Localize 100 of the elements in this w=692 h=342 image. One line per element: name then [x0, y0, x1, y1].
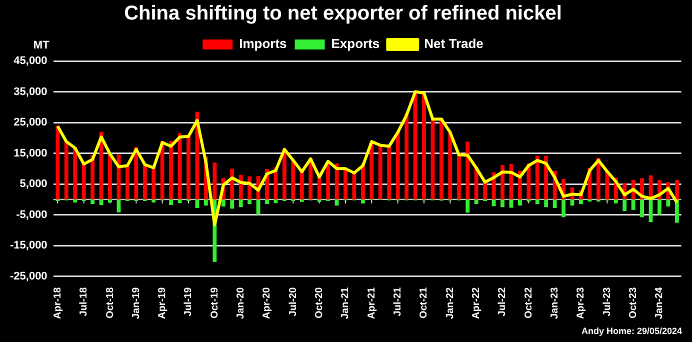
- legend-label: Net Trade: [424, 36, 484, 52]
- bar: [300, 171, 304, 200]
- bar: [56, 126, 60, 200]
- bar: [396, 132, 400, 200]
- bar: [116, 199, 121, 212]
- bar: [230, 199, 234, 209]
- bar: [344, 168, 348, 200]
- bar: [544, 199, 548, 208]
- y-tick-label: -15,000: [10, 240, 48, 252]
- y-tick-label: 35,000: [14, 86, 48, 98]
- bar: [422, 92, 426, 200]
- bar: [265, 199, 269, 204]
- x-tick-label: Oct-22: [523, 286, 534, 318]
- bar: [152, 199, 156, 202]
- bar: [125, 166, 130, 200]
- bar: [360, 199, 365, 204]
- x-tick-label: Apr-19: [157, 286, 168, 320]
- bar: [544, 156, 548, 200]
- y-tick-label: -25,000: [10, 270, 48, 282]
- bar: [238, 199, 243, 208]
- bar: [221, 199, 226, 206]
- bar: [466, 142, 470, 200]
- bar: [378, 144, 382, 200]
- x-tick-label: Jan-23: [550, 286, 561, 320]
- bar: [605, 170, 610, 200]
- legend-label: Imports: [239, 36, 287, 52]
- chart-title: China shifting to net exporter of refined nickel: [124, 2, 562, 25]
- bar: [674, 180, 679, 200]
- bar: [64, 140, 68, 200]
- x-tick-label: Oct-20: [314, 286, 326, 318]
- y-axis-title: MT: [33, 40, 50, 52]
- bar: [212, 162, 217, 200]
- x-tick-label: Jan-19: [130, 286, 142, 320]
- bar: [142, 164, 147, 200]
- bar: [535, 199, 540, 204]
- bar: [588, 199, 592, 202]
- x-tick-label: Jul-18: [78, 286, 90, 316]
- x-tick-label: Jul-22: [497, 286, 508, 316]
- x-tick-label: Apr-21: [366, 286, 378, 320]
- bar: [500, 199, 504, 208]
- x-tick-label: Oct-18: [104, 286, 116, 318]
- x-tick-label: Apr-18: [52, 286, 64, 320]
- y-tick-label: -5,000: [16, 208, 48, 221]
- bar: [579, 199, 583, 204]
- x-tick-label: Jul-21: [392, 286, 404, 316]
- bar: [169, 140, 174, 200]
- text: Andy Home: 29/05/2024: [581, 326, 682, 336]
- bar: [73, 199, 78, 202]
- x-tick-label: Jan-22: [444, 286, 456, 320]
- bar: [317, 176, 322, 200]
- bar: [674, 199, 679, 223]
- bar: [73, 147, 78, 200]
- x-tick-label: Apr-20: [262, 286, 273, 320]
- bar: [622, 199, 627, 212]
- bar: [526, 199, 531, 202]
- bar: [552, 199, 557, 208]
- bar: [474, 199, 478, 204]
- y-tick-label: 5,000: [20, 178, 48, 190]
- bar: [108, 153, 112, 200]
- bar: [658, 199, 662, 214]
- bar: [448, 132, 452, 200]
- bar: [160, 140, 164, 200]
- x-tick-label: Oct-23: [628, 286, 640, 318]
- bar: [404, 113, 409, 200]
- bar: [387, 146, 392, 200]
- bar: [82, 162, 86, 200]
- bar: [152, 166, 156, 200]
- x-tick-label: Jul-19: [183, 286, 194, 316]
- bar: [456, 152, 461, 200]
- x-tick-label: Apr-22: [471, 286, 482, 320]
- bar: [108, 199, 112, 202]
- bar: [640, 199, 644, 218]
- y-tick-label: 15,000: [14, 147, 48, 160]
- x-tick-label: Oct-21: [418, 286, 430, 318]
- legend-label: Exports: [331, 36, 380, 52]
- bar: [666, 199, 670, 206]
- x-tick-label: Jul-23: [602, 286, 613, 316]
- x-tick-label: Oct-19: [209, 286, 220, 318]
- bar: [248, 199, 252, 204]
- bar: [518, 199, 522, 206]
- bar: [90, 199, 95, 204]
- bar: [186, 134, 190, 200]
- bar: [169, 199, 174, 205]
- bar: [370, 142, 374, 200]
- y-tick-label: 25,000: [14, 116, 48, 129]
- bar: [631, 199, 636, 210]
- bar: [596, 199, 600, 202]
- bar: [204, 199, 208, 206]
- bar: [317, 199, 322, 202]
- bar: [300, 199, 304, 202]
- x-tick-label: Apr-23: [576, 286, 587, 320]
- y-tick-label: 45,000: [14, 55, 48, 68]
- bar: [614, 199, 618, 204]
- bar: [562, 199, 566, 218]
- bar: [466, 199, 470, 213]
- x-tick-label: Jan-20: [236, 286, 247, 320]
- x-tick-label: Jul-20: [288, 286, 299, 316]
- bar: [291, 160, 296, 200]
- bar: [439, 118, 444, 200]
- x-tick-label: Jan-21: [340, 286, 352, 320]
